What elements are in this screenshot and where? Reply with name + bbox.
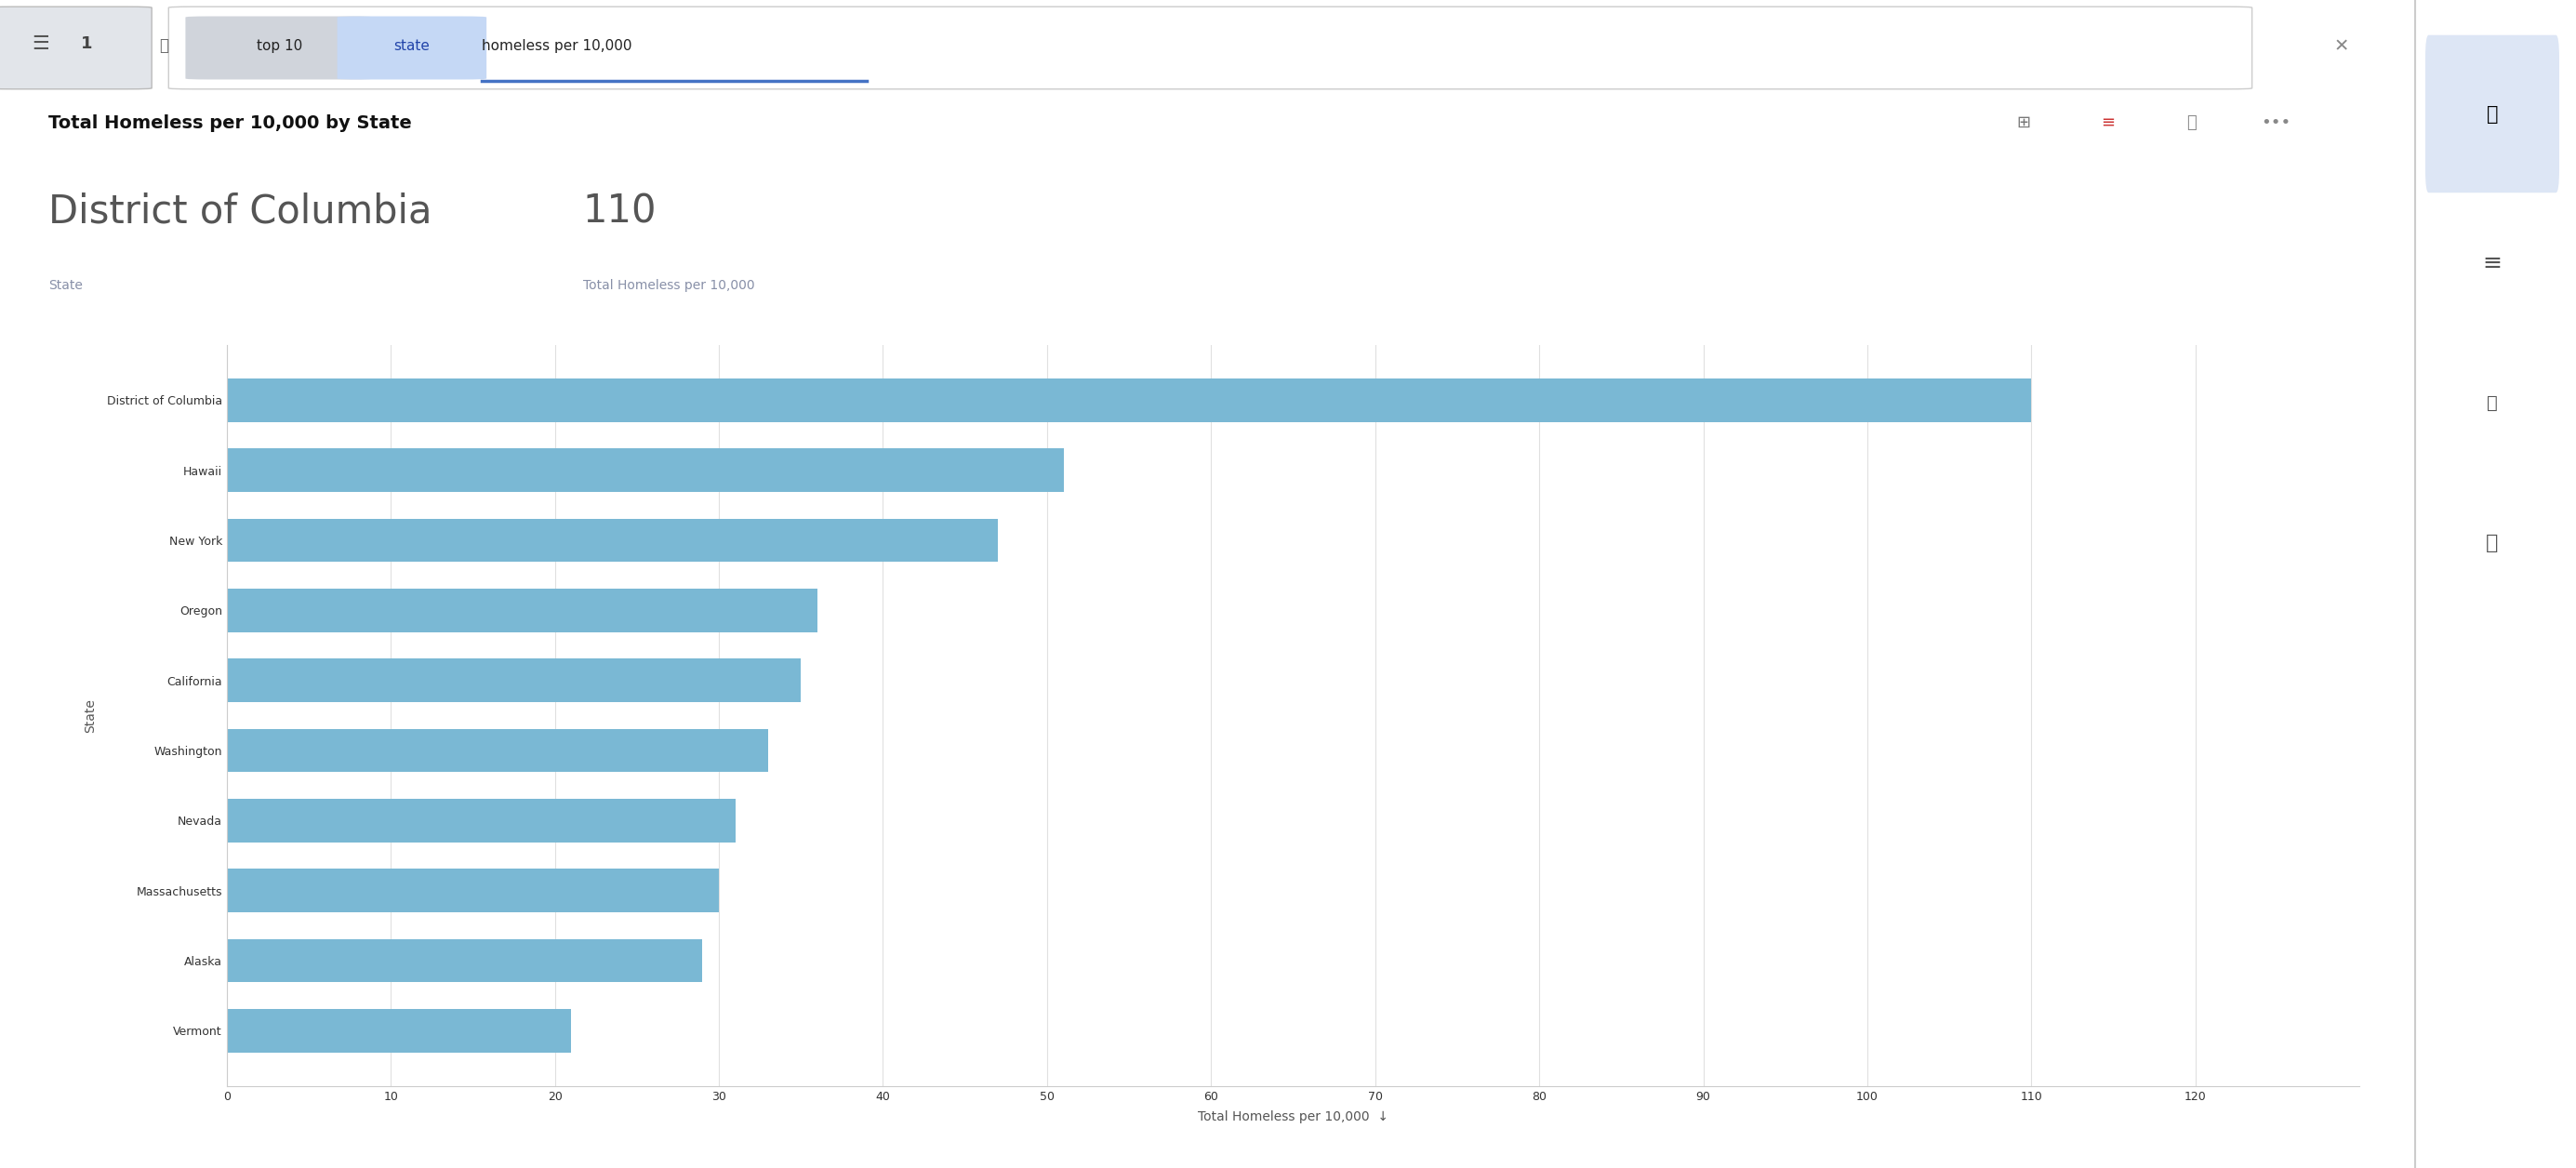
Text: 110: 110 <box>582 192 657 231</box>
FancyBboxPatch shape <box>185 16 374 79</box>
Text: District of Columbia: District of Columbia <box>49 192 433 231</box>
Bar <box>227 659 801 702</box>
Text: •••: ••• <box>2262 114 2290 131</box>
Bar <box>227 1009 572 1052</box>
Text: ⓘ: ⓘ <box>2486 534 2499 552</box>
Bar <box>227 729 768 772</box>
Text: homeless per 10,000: homeless per 10,000 <box>482 39 631 53</box>
Bar <box>227 378 2032 422</box>
Text: ✕: ✕ <box>2334 37 2349 55</box>
Text: 📊: 📊 <box>2486 105 2499 124</box>
Text: 🔎: 🔎 <box>2486 394 2499 412</box>
Text: ⊞: ⊞ <box>2017 114 2030 131</box>
Text: 1: 1 <box>80 36 93 53</box>
Bar <box>227 449 1064 492</box>
FancyBboxPatch shape <box>167 7 2251 89</box>
Text: ≡: ≡ <box>2099 114 2115 131</box>
Text: 🔍: 🔍 <box>160 37 167 55</box>
Bar <box>227 589 817 632</box>
Text: top 10: top 10 <box>258 39 301 53</box>
Text: ≡: ≡ <box>2483 251 2501 274</box>
Bar <box>227 869 719 912</box>
Y-axis label: State: State <box>82 698 95 732</box>
Text: Total Homeless per 10,000 by State: Total Homeless per 10,000 by State <box>49 114 412 132</box>
Bar <box>227 939 703 982</box>
Bar <box>227 519 997 562</box>
FancyBboxPatch shape <box>2427 35 2558 193</box>
Bar <box>227 799 734 842</box>
FancyBboxPatch shape <box>337 16 487 79</box>
Text: 📌: 📌 <box>2187 114 2197 131</box>
X-axis label: Total Homeless per 10,000  ↓: Total Homeless per 10,000 ↓ <box>1198 1111 1388 1124</box>
Text: State: State <box>49 279 82 292</box>
Text: state: state <box>394 39 430 53</box>
FancyBboxPatch shape <box>0 7 152 89</box>
Text: Total Homeless per 10,000: Total Homeless per 10,000 <box>582 279 755 292</box>
Text: ☰: ☰ <box>33 35 49 54</box>
